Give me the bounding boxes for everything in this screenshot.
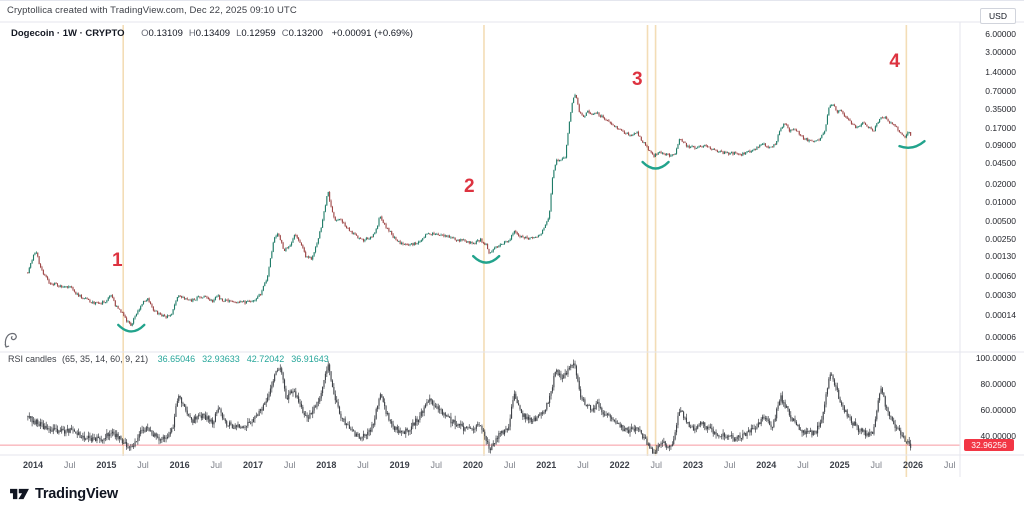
time-tick-year-2016: 2016 — [169, 460, 190, 470]
cycle-bottom-arc-4 — [898, 139, 926, 149]
time-tick-year-2021: 2021 — [536, 460, 557, 470]
ohlc-values: O0.13109 H0.13409 L0.12959 C0.13200 — [135, 28, 323, 39]
time-tick-jul: Jul — [723, 460, 736, 470]
price-tick-label: 0.00250 — [985, 233, 1016, 244]
cycle-marker-number-3: 3 — [631, 69, 643, 91]
price-candles-series — [27, 93, 912, 327]
cycle-bottom-arc-3 — [641, 160, 670, 170]
time-tick-year-2022: 2022 — [609, 460, 630, 470]
time-tick-jul: Jul — [650, 460, 663, 470]
price-tick-label: 1.40000 — [985, 67, 1016, 78]
price-tick-label: 0.01000 — [985, 197, 1016, 208]
time-tick-year-2017: 2017 — [242, 460, 263, 470]
cycle-marker-number-4: 4 — [889, 50, 900, 72]
rsi-candles-series — [27, 359, 912, 454]
time-tick-jul: Jul — [283, 460, 296, 470]
rsi-value: 32.93633 — [202, 354, 240, 364]
price-tick-label: 0.17000 — [985, 122, 1016, 133]
time-tick-year-2018: 2018 — [316, 460, 337, 470]
currency-unit-badge: USD — [980, 8, 1016, 24]
rsi-indicator-title: RSI candles — [8, 354, 57, 364]
rsi-value: 36.91643 — [291, 354, 329, 364]
time-tick-year-2026: 2026 — [902, 460, 923, 470]
time-tick-jul: Jul — [797, 460, 809, 470]
price-tick-label: 0.04500 — [985, 157, 1016, 168]
time-tick-year-2023: 2023 — [682, 460, 703, 470]
rsi-value: 42.72042 — [246, 354, 285, 364]
ohlc-key: H — [188, 28, 196, 39]
time-tick-jul: Jul — [577, 460, 589, 470]
change-value: +0.00091 (+0.69%) — [331, 28, 413, 39]
time-tick-jul: Jul — [870, 460, 883, 470]
price-tick-label: 0.00060 — [985, 271, 1016, 282]
ohlc-key: O — [141, 28, 149, 39]
rsi-value: 36.65046 — [157, 354, 196, 364]
cycle-marker-number-2: 2 — [464, 175, 475, 197]
time-tick-year-2015: 2015 — [96, 460, 117, 470]
time-tick-year-2020: 2020 — [462, 460, 483, 470]
price-tick-label: 0.70000 — [985, 85, 1016, 96]
attribution-text: Cryptollica created with TradingView.com… — [7, 5, 297, 16]
ohlc-key: C — [281, 28, 289, 39]
price-tick-label: 0.00500 — [985, 215, 1016, 226]
ohlc-value: 0.12959 — [241, 28, 276, 39]
cycle-marker-number-1: 1 — [112, 249, 123, 271]
ohlc-value: 0.13200 — [288, 28, 323, 39]
rsi-tick-label: 60.00000 — [980, 405, 1016, 415]
time-tick-jul: Jul — [210, 460, 223, 470]
rsi-tick-label: 40.00000 — [980, 431, 1016, 441]
price-tick-label: 0.00130 — [985, 251, 1016, 262]
time-tick-year-2025: 2025 — [829, 460, 850, 470]
time-tick-jul: Jul — [137, 460, 149, 470]
tradingview-wordmark: TradingView — [35, 486, 118, 502]
price-tick-label: 0.00006 — [985, 332, 1016, 342]
price-tick-label: 3.00000 — [985, 47, 1016, 58]
time-tick-year-2024: 2024 — [756, 460, 777, 470]
ohlc-key: L — [236, 28, 242, 39]
symbol-legend: Dogecoin · 1W · CRYPTO O0.13109 H0.13409 L… — [11, 28, 413, 39]
price-tick-label: 0.09000 — [985, 139, 1016, 150]
cycle-bottom-arc-1 — [117, 323, 146, 333]
price-tick-label: 6.00000 — [985, 29, 1016, 40]
price-tick-label: 0.00014 — [985, 309, 1016, 320]
cycle-bottom-arc-2 — [471, 254, 501, 264]
rsi-indicator-params: (65, 35, 14, 60, 9, 21) — [62, 354, 149, 364]
rsi-tick-label: 100.00000 — [975, 353, 1016, 363]
time-tick-year-2014: 2014 — [22, 460, 44, 470]
time-tick-jul: Jul — [357, 460, 369, 470]
time-tick-jul: Jul — [503, 460, 516, 470]
price-tick-label: 0.02000 — [985, 179, 1016, 190]
rsi-last-value-badge: 32.96256 — [964, 439, 1014, 452]
price-tick-label: 0.00030 — [985, 289, 1016, 300]
ohlc-value: 0.13409 — [195, 28, 231, 39]
curl-doodle-icon — [4, 332, 17, 348]
price-tick-label: 0.35000 — [985, 103, 1016, 114]
symbol-title: Dogecoin · 1W · CRYPTO — [11, 28, 125, 39]
ohlc-value: 0.13109 — [148, 28, 183, 39]
time-tick-year-2019: 2019 — [389, 460, 410, 470]
tradingview-logo[interactable]: TradingView — [10, 486, 118, 502]
time-tick-jul: Jul — [430, 460, 443, 470]
rsi-indicator-values: 36.65046 32.93633 42.72042 36.91643 — [151, 354, 329, 364]
window-top-border — [0, 0, 1024, 1]
rsi-tick-label: 80.00000 — [980, 379, 1016, 389]
time-tick-jul: Jul — [943, 460, 956, 470]
rsi-legend: RSI candles (65, 35, 14, 60, 9, 21) 36.6… — [8, 354, 329, 364]
time-tick-jul: Jul — [63, 460, 76, 470]
tradingview-logo-icon — [10, 488, 29, 500]
